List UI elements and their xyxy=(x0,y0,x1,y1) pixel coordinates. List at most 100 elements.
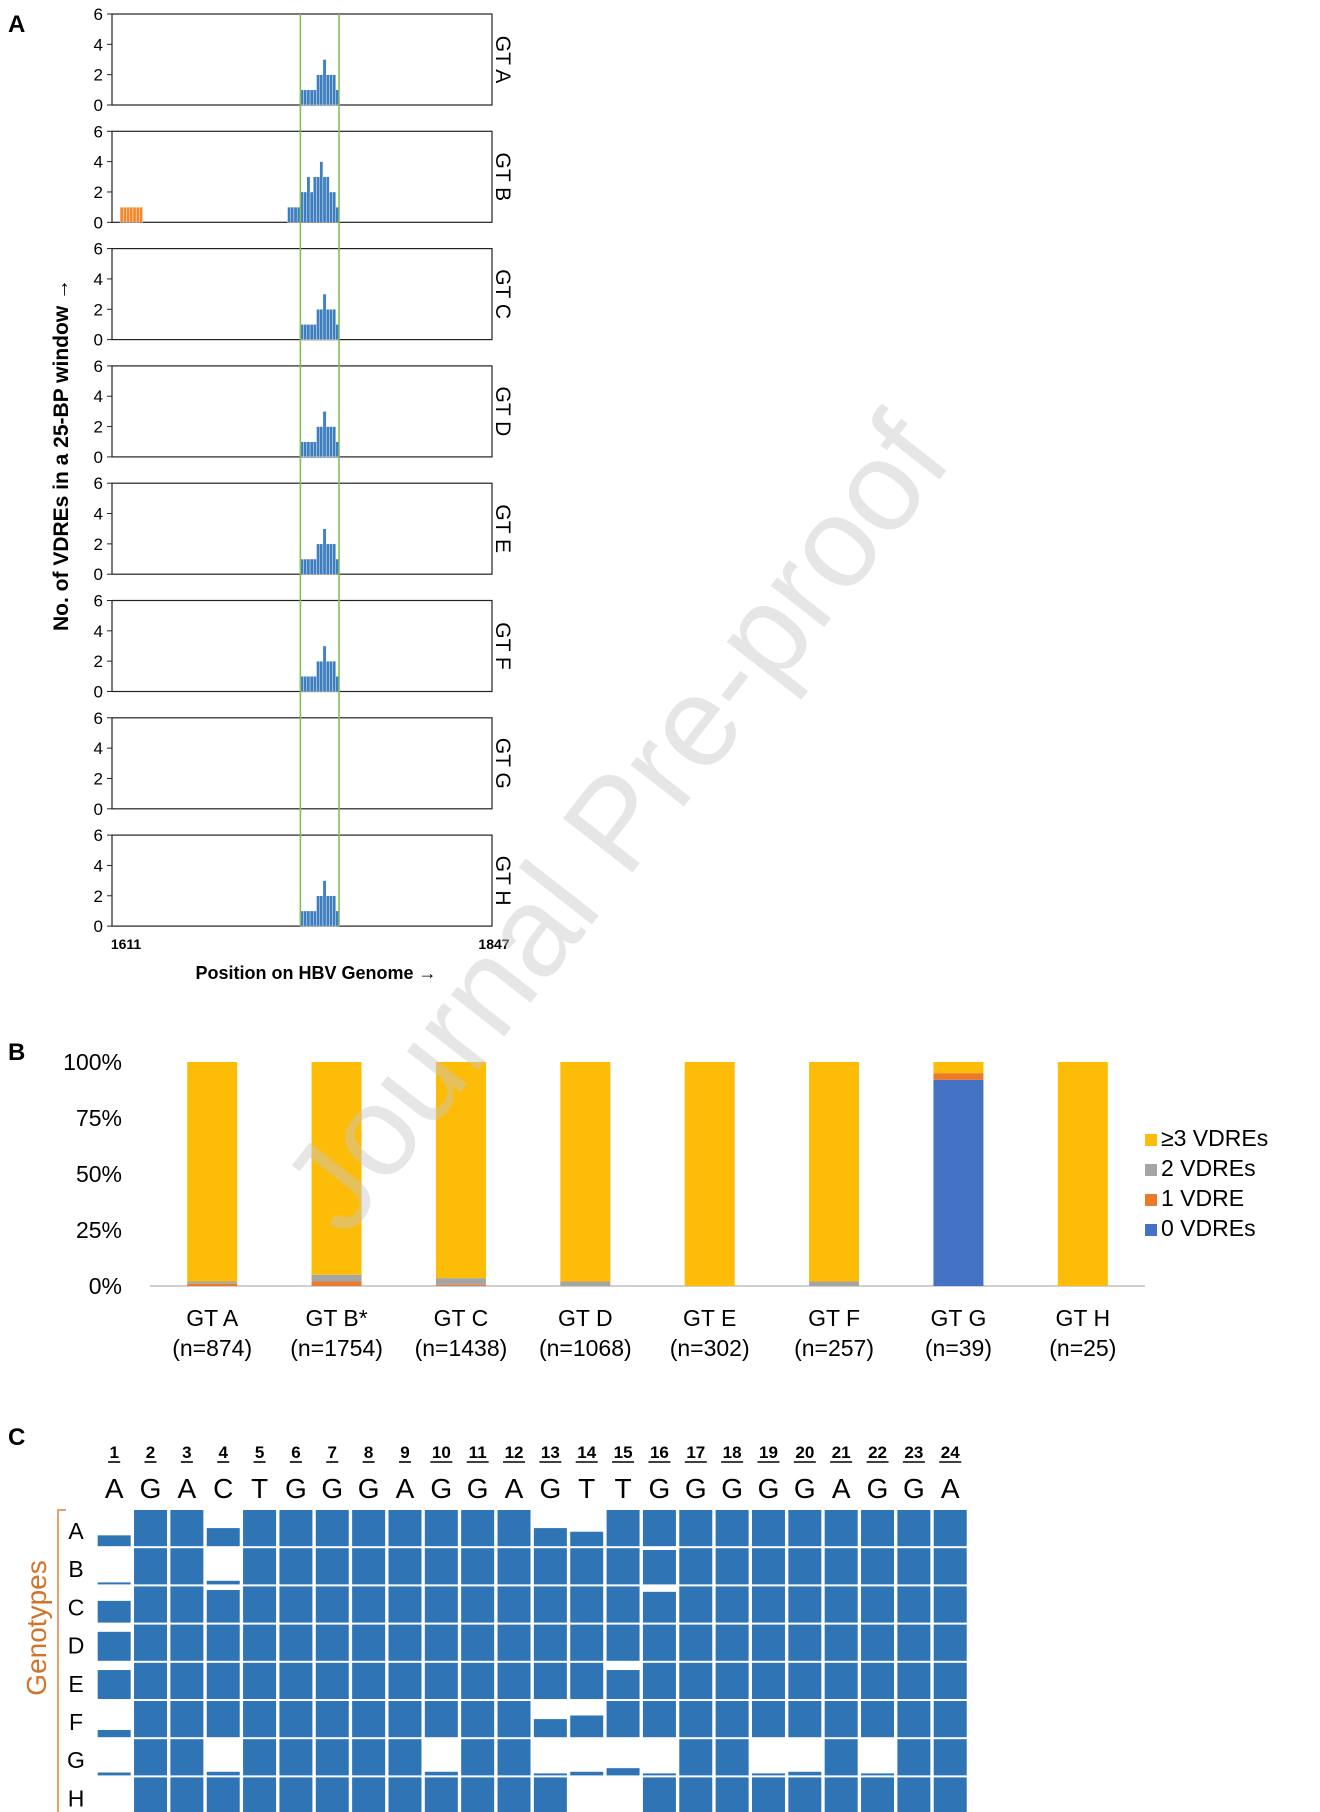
panel-a-bar xyxy=(322,176,327,223)
panel-b-category-label: GT F xyxy=(808,1305,860,1331)
panel-c-cell xyxy=(388,1586,422,1623)
panel-a-bar xyxy=(313,176,317,223)
panel-a-bar xyxy=(309,910,314,927)
panel-c-cell xyxy=(279,1548,313,1585)
panel-a-bar xyxy=(309,558,314,575)
panel-c-cell xyxy=(352,1586,386,1623)
panel-c-cell xyxy=(279,1510,313,1547)
panel-a-bar xyxy=(306,910,311,927)
panel-c-cell xyxy=(824,1777,858,1812)
panel-b-legend-label: 1 VDRE xyxy=(1161,1185,1244,1211)
panel-a-bar xyxy=(290,206,295,223)
panel-c-cell xyxy=(352,1701,386,1738)
panel-a-subplot-4: 0 2 4 6 GT D xyxy=(94,357,514,467)
panel-c-position-number: 18 xyxy=(723,1443,742,1462)
panel-c-cell xyxy=(206,1662,240,1699)
panel-c-row-label: C xyxy=(68,1594,85,1620)
panel-c-cell xyxy=(897,1548,931,1585)
panel-c-cell xyxy=(352,1624,386,1661)
panel-c-cell xyxy=(497,1777,531,1812)
panel-c-cell xyxy=(570,1715,604,1738)
panel-c-cell xyxy=(933,1739,967,1776)
panel-c-row-label: B xyxy=(68,1556,83,1582)
panel-a-subplot-7: 0 2 4 6 GT G xyxy=(94,709,514,819)
panel-a-bar xyxy=(325,426,330,458)
panel-c-cell xyxy=(533,1624,567,1661)
panel-a-bar xyxy=(303,441,308,458)
panel-a-bar xyxy=(319,74,324,106)
panel-c-consensus-base: G xyxy=(430,1473,452,1504)
panel-c-consensus-base: G xyxy=(758,1473,780,1504)
panel-c-position-number: 20 xyxy=(795,1443,814,1462)
panel-c-cell xyxy=(315,1586,349,1623)
panel-a-bar xyxy=(316,660,320,692)
panel-c-consensus-base: G xyxy=(903,1473,925,1504)
panel-c-cell xyxy=(861,1701,895,1738)
panel-c-cell xyxy=(315,1739,349,1776)
panel-c-cell xyxy=(243,1739,277,1776)
panel-b-category-label: GT E xyxy=(683,1305,736,1331)
panel-c-position-number: 11 xyxy=(469,1443,487,1462)
panel-a-bar xyxy=(303,910,308,927)
panel-c-consensus-base: T xyxy=(615,1473,632,1504)
panel-a-ytick-label: 2 xyxy=(94,418,103,437)
panel-a-bar xyxy=(325,309,330,340)
panel-a-bar xyxy=(306,441,311,458)
panel-b-bar-segment xyxy=(187,1283,238,1286)
panel-b-bar-segment xyxy=(933,1079,984,1286)
panel-c-cell xyxy=(679,1777,713,1812)
panel-a-bar xyxy=(303,324,308,340)
panel-c-cell xyxy=(461,1586,495,1623)
panel-c-cell xyxy=(788,1701,822,1738)
panel-c-cell xyxy=(824,1662,858,1699)
panel-a-ytick-label: 6 xyxy=(94,357,103,376)
panel-a-ytick-label: 0 xyxy=(94,917,103,936)
panel-c-cell xyxy=(533,1777,567,1812)
panel-a-bar xyxy=(325,895,330,927)
panel-a-bar xyxy=(313,89,317,106)
panel-c-consensus-base: A xyxy=(178,1473,197,1504)
panel-c-cell xyxy=(679,1586,713,1623)
panel-b-bar-segment xyxy=(809,1281,860,1286)
panel-c-cell xyxy=(497,1701,531,1738)
panel-c-cell xyxy=(461,1739,495,1776)
panel-c-cell xyxy=(824,1510,858,1547)
panel-c-cell xyxy=(279,1777,313,1812)
panel-a-bar xyxy=(332,426,337,458)
panel-c-cell xyxy=(134,1510,168,1547)
panel-c-cell xyxy=(715,1510,749,1547)
panel-a-bar xyxy=(322,411,327,458)
panel-a-xtick-end: 1847 xyxy=(478,936,509,952)
panel-b-bar-segment xyxy=(187,1062,238,1282)
panel-c-consensus-base: G xyxy=(867,1473,889,1504)
panel-c-cell xyxy=(134,1624,168,1661)
panel-a-ytick-label: 4 xyxy=(94,505,103,524)
panel-c-consensus-base: G xyxy=(649,1473,671,1504)
panel-c-cell xyxy=(788,1662,822,1699)
panel-b-bar-segment xyxy=(560,1281,611,1286)
panel-a-bar xyxy=(332,543,337,575)
panel-c-cell xyxy=(897,1662,931,1699)
panel-a-bar xyxy=(306,176,311,223)
panel-a-bar xyxy=(332,895,337,927)
panel-c-cell xyxy=(751,1548,785,1585)
panel-b-category-count: (n=39) xyxy=(925,1335,992,1361)
panel-b-legend-swatch xyxy=(1145,1194,1157,1206)
panel-c-cell xyxy=(97,1600,131,1623)
genotype-bracket xyxy=(57,1509,66,1812)
panel-b-category-label: GT D xyxy=(558,1305,613,1331)
panel-a-bar xyxy=(132,206,137,223)
panel-c-consensus-base: G xyxy=(685,1473,707,1504)
panel-a-bar xyxy=(329,191,333,223)
panel-c-position-number: 2 xyxy=(146,1443,155,1462)
panel-b-ytick-label: 0% xyxy=(89,1273,122,1299)
panel-c-cell xyxy=(497,1662,531,1699)
panel-c-cell xyxy=(570,1548,604,1585)
panel-c-cell xyxy=(933,1586,967,1623)
panel-c-cell xyxy=(424,1701,458,1738)
panel-c-position-number: 8 xyxy=(364,1443,373,1462)
panel-b-ytick-label: 50% xyxy=(76,1161,122,1187)
panel-b-legend-swatch xyxy=(1145,1164,1157,1176)
panel-c-cell xyxy=(388,1624,422,1661)
panel-a-ytick-label: 6 xyxy=(94,122,103,141)
